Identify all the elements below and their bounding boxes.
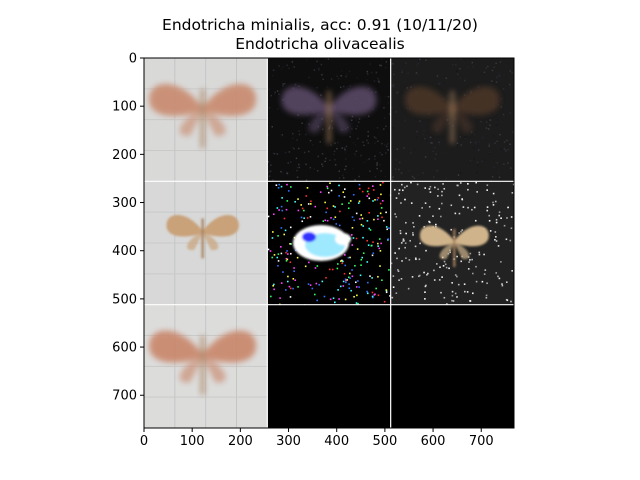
tile-r1-c0 xyxy=(144,181,268,305)
x-tick-label: 300 xyxy=(276,434,301,449)
y-tick-label: 200 xyxy=(112,148,137,163)
x-axis: 0 100 200 300 400 500 600 700 xyxy=(140,428,494,449)
moth-shape xyxy=(281,86,377,144)
x-tick-label: 600 xyxy=(421,434,446,449)
x-tick-label: 0 xyxy=(140,434,148,449)
tile-r2-c1 xyxy=(267,304,391,428)
y-tick-label: 100 xyxy=(112,100,137,115)
tile-r1-c1 xyxy=(267,181,392,306)
tile-r0-c1 xyxy=(267,58,392,183)
y-tick-label: 300 xyxy=(112,196,137,211)
chart-title: Endotricha minialis, acc: 0.91 (10/11/20… xyxy=(162,16,478,34)
tile-r0-c2 xyxy=(390,58,514,182)
moth-shape xyxy=(404,86,500,144)
y-tick-label: 500 xyxy=(112,292,137,307)
y-tick-label: 600 xyxy=(112,341,137,356)
y-tick-label: 0 xyxy=(129,52,137,67)
chart-subtitle: Endotricha olivacealis xyxy=(235,35,405,53)
moth-shape xyxy=(149,84,257,148)
axes-frame xyxy=(143,57,515,429)
tile-r2-c0 xyxy=(144,304,268,428)
y-tick-label: 400 xyxy=(112,244,137,259)
x-tick-label: 400 xyxy=(324,434,349,449)
x-tick-label: 200 xyxy=(228,434,253,449)
y-axis: 0 100 200 300 400 500 600 700 xyxy=(112,52,144,404)
tile-r0-c0 xyxy=(144,58,268,182)
moth-shape xyxy=(149,330,257,395)
moth-shape xyxy=(419,225,489,267)
y-tick-label: 700 xyxy=(112,389,137,404)
tile-r2-c2 xyxy=(390,304,514,428)
tile-layer xyxy=(144,58,514,428)
tile-separators xyxy=(144,58,514,428)
moth-shape xyxy=(166,214,239,259)
x-tick-label: 700 xyxy=(469,434,494,449)
x-tick-label: 500 xyxy=(372,434,397,449)
x-tick-label: 100 xyxy=(180,434,205,449)
tile-r1-c2 xyxy=(390,181,514,307)
